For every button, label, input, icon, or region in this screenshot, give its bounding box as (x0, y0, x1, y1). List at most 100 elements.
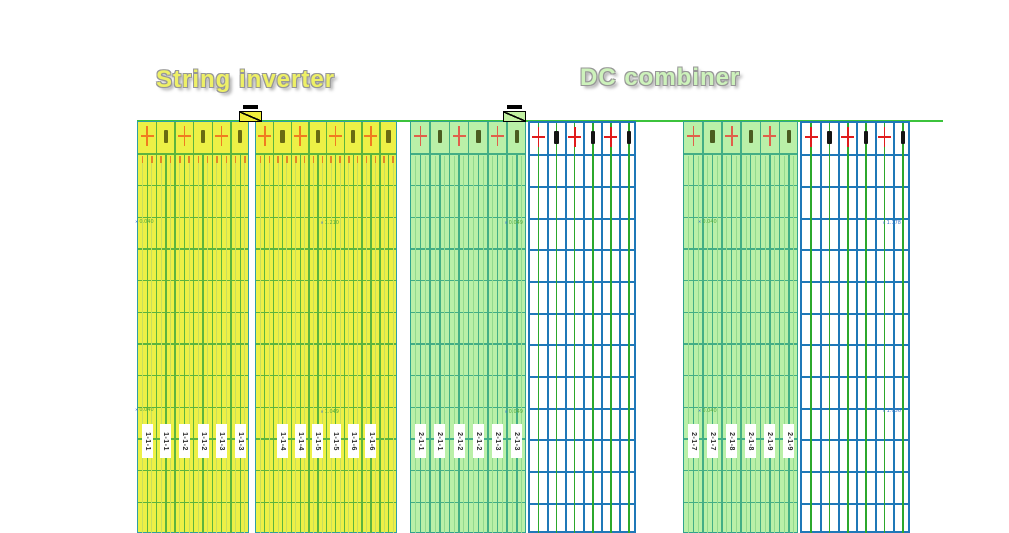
plus-symbol (730, 126, 733, 146)
inverter-icon[interactable] (239, 105, 262, 122)
row-line (256, 279, 396, 282)
module-center-line (847, 123, 849, 533)
module-center-line (764, 156, 766, 533)
module-center-line (170, 156, 172, 533)
narrow-column-line (477, 154, 480, 533)
narrow-column-line (299, 154, 301, 533)
row-line (529, 249, 634, 252)
row-line (802, 470, 908, 473)
row-line (802, 280, 908, 283)
dc-combiner-table-3-green[interactable]: 2-1-7 2-1-7 2-1-8 2-1-8 2-1-9 2-1-9 (683, 121, 798, 533)
string-tick (216, 156, 218, 163)
string-tick (225, 156, 228, 163)
row-line (411, 153, 525, 155)
string-label-text: 1-1-4 (296, 431, 304, 451)
plus-symbol (847, 127, 849, 147)
dimension-text: 1.210 (324, 220, 339, 226)
row-line (256, 216, 396, 219)
fuse-bar-symbol (280, 130, 285, 143)
row-line (138, 374, 248, 377)
plus-symbol (883, 127, 886, 147)
fuse-bar-symbol (437, 130, 443, 143)
module-center-line (628, 123, 630, 533)
dc-combiner-table-2-white[interactable] (527, 121, 636, 533)
inverter-icon[interactable] (503, 105, 526, 122)
plus-symbol (573, 127, 576, 147)
narrow-column-line (692, 154, 695, 533)
row-line (802, 375, 908, 378)
fuse-bar-symbol (238, 130, 243, 143)
module-center-line (304, 156, 306, 533)
string-tick (188, 156, 190, 163)
row-line (684, 406, 797, 409)
dimension-text: 0.040 (139, 219, 154, 225)
string-tick (365, 156, 368, 163)
row-line (256, 248, 396, 250)
dimension-marker-icon: ✕ (698, 408, 702, 413)
string-label-text: 1-1-6 (367, 431, 375, 451)
dimension-annotation: ✕1.210 (320, 220, 339, 226)
string-tick (356, 156, 359, 163)
string-label: 1-1-1 (141, 424, 153, 458)
row-line (256, 469, 396, 472)
string-inverter-table-left[interactable]: 1-1-1 1-1-1 1-1-2 1-1-2 1-1-3 1-1-3 (137, 121, 249, 533)
fuse-bar-symbol (786, 130, 792, 143)
module-center-line (383, 156, 385, 533)
string-label: 1-1-3 (216, 424, 228, 458)
string-label: 2-1-3 (511, 424, 523, 458)
narrow-column-line (220, 154, 223, 533)
module-center-line (179, 156, 181, 533)
row-line (411, 248, 525, 250)
inverter-box (503, 110, 526, 122)
plus-symbol (264, 126, 266, 146)
dc-combiner-table-3-white[interactable] (800, 121, 910, 533)
module-center-line (142, 156, 144, 533)
fuse-bar-symbol (351, 130, 356, 143)
string-label-text: 1-1-6 (349, 431, 357, 451)
string-tick (160, 156, 162, 163)
column-line (174, 122, 176, 533)
string-label: 1-1-4 (277, 424, 289, 458)
column-line (759, 122, 762, 533)
module-center-line (312, 156, 314, 533)
dimension-annotation: ✕0.040 (698, 219, 717, 225)
row-line (138, 248, 248, 250)
column-line (740, 122, 742, 533)
string-label: 2-1-9 (764, 424, 776, 458)
dimension-marker-icon: ✕ (698, 219, 702, 224)
narrow-column-line (183, 154, 186, 533)
string-label: 2-1-8 (745, 424, 757, 458)
plus-symbol (220, 126, 223, 146)
fuse-bar-symbol (863, 131, 869, 144)
dimension-text: 1.049 (324, 409, 339, 415)
narrow-column-line (334, 154, 337, 533)
column-line (379, 122, 381, 533)
row-line (684, 184, 797, 187)
string-inverter-table-right[interactable]: 1-1-4 1-1-4 1-1-5 1-1-5 1-1-6 1-1-6 (255, 121, 397, 533)
fuse-bar-symbol (200, 130, 206, 143)
string-label: 2-1-2 (453, 424, 465, 458)
module-center-line (216, 156, 218, 533)
module-center-line (783, 156, 785, 533)
fuse-bar-symbol (514, 130, 520, 143)
module-center-line (521, 156, 523, 533)
row-line (684, 311, 797, 314)
column-line (702, 122, 704, 533)
row-line (684, 279, 797, 282)
dimension-annotation: ✕1.056 (882, 408, 901, 414)
module-center-line (188, 156, 190, 533)
string-label: 2-1-8 (726, 424, 738, 458)
fuse-bar-symbol (386, 130, 391, 143)
row-line (529, 375, 634, 378)
narrow-column-line (788, 154, 790, 533)
plus-symbol (537, 127, 540, 147)
dimension-marker-icon: ✕ (504, 409, 508, 414)
string-label-text: 1-1-5 (332, 431, 340, 451)
dc-combiner-table-2-green[interactable]: 2-1-1 2-1-1 2-1-2 2-1-2 2-1-3 2-1-3 (410, 121, 526, 533)
row-line (138, 343, 248, 345)
module-center-line (793, 156, 795, 533)
module-center-line (268, 156, 270, 533)
column-line (721, 122, 723, 533)
row-line (138, 153, 248, 155)
string-tick (312, 156, 315, 163)
